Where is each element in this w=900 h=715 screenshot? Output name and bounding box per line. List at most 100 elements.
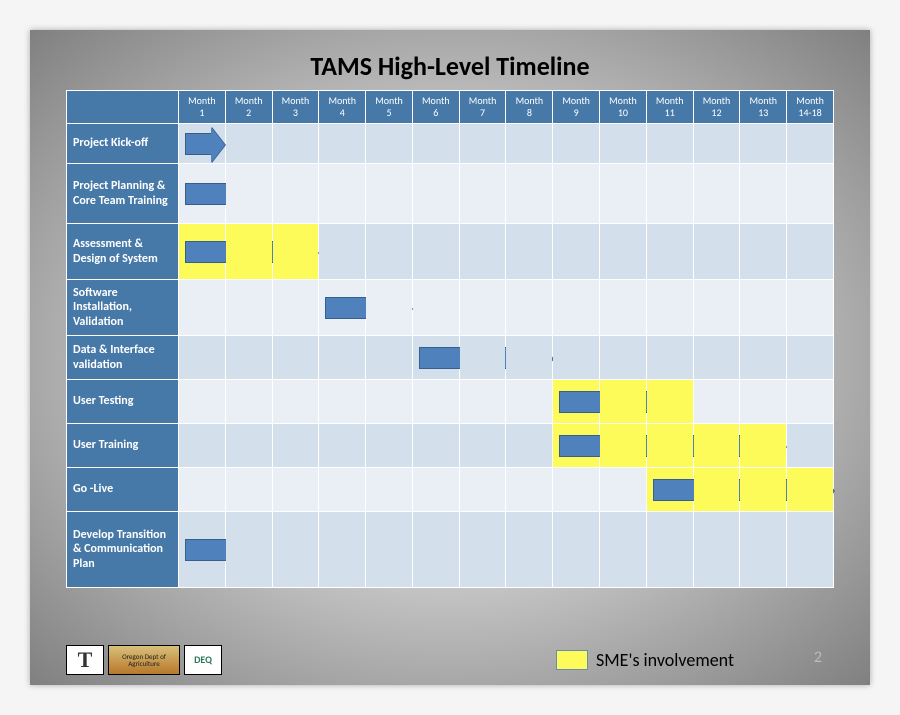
slide: TAMS High-Level Timeline Month1Month2Mon… [30,30,870,685]
timeline-cell [412,224,459,280]
timeline-cell [272,468,319,512]
timeline-cell [319,380,366,424]
slide-title: TAMS High-Level Timeline [66,50,834,82]
timeline-cell [787,468,834,512]
timeline-cell [787,424,834,468]
timeline-cell [787,380,834,424]
timeline-cell [600,280,647,336]
timeline-cell [412,336,459,380]
row-label: User Testing [67,380,179,424]
timeline-cell [319,280,366,336]
timeline-row: Software Installation, Validation [67,280,834,336]
timeline-cell [272,336,319,380]
month-header: Month3 [272,91,319,124]
row-label: Develop Transition & Communication Plan [67,512,179,588]
timeline-cell [506,280,553,336]
timeline-cell [506,336,553,380]
timeline-cell [179,468,226,512]
timeline-cell [225,124,272,164]
timeline-cell [412,164,459,224]
timeline-cell [787,164,834,224]
timeline-cell [272,164,319,224]
timeline-cell [600,380,647,424]
timeline-cell [225,224,272,280]
timeline-cell [787,336,834,380]
timeline-cell [412,280,459,336]
timeline-row: User Testing [67,380,834,424]
timeline-cell [553,380,600,424]
timeline-cell [366,468,413,512]
timeline-cell [179,164,226,224]
month-header: Month7 [459,91,506,124]
row-label: Data & Interface validation [67,336,179,380]
timeline-cell [646,124,693,164]
month-header: Month1 [179,91,226,124]
row-label: Go -Live [67,468,179,512]
arrow-icon [185,133,212,155]
timeline-cell [740,512,787,588]
timeline-cell [225,424,272,468]
timeline-cell [740,164,787,224]
row-label: Project Kick-off [67,124,179,164]
timeline-row: User Training [67,424,834,468]
timeline-cell [600,164,647,224]
timeline-cell [553,424,600,468]
timeline-cell [319,512,366,588]
timeline-cell [646,468,693,512]
timeline-cell [553,124,600,164]
month-header: Month9 [553,91,600,124]
timeline-cell [600,468,647,512]
timeline-cell [787,280,834,336]
month-header: Month11 [646,91,693,124]
timeline-cell [600,224,647,280]
timeline-cell [319,164,366,224]
timeline-cell [646,164,693,224]
timeline-cell [506,512,553,588]
timeline-cell [600,512,647,588]
timeline-cell [693,336,740,380]
timeline-cell [272,124,319,164]
timeline-cell [740,280,787,336]
timeline-cell [787,124,834,164]
timeline-cell [319,124,366,164]
timeline-cell [179,280,226,336]
timeline-cell [506,224,553,280]
timeline-cell [459,124,506,164]
timeline-cell [272,380,319,424]
timeline-cell [740,468,787,512]
header-corner [67,91,179,124]
timeline-cell [459,512,506,588]
timeline-cell [225,468,272,512]
timeline-cell [553,336,600,380]
timeline-cell [740,380,787,424]
legend: SME's involvement [556,649,734,671]
timeline-cell [459,468,506,512]
row-label: Software Installation, Validation [67,280,179,336]
timeline-cell [740,224,787,280]
timeline-cell [646,336,693,380]
timeline-cell [693,124,740,164]
timeline-cell [272,224,319,280]
timeline-cell [600,336,647,380]
timeline-cell [179,124,226,164]
timeline-cell [740,336,787,380]
timeline-cell [553,512,600,588]
timeline-cell [553,280,600,336]
timeline-cell [412,380,459,424]
month-header: Month2 [225,91,272,124]
page-number: 2 [814,648,822,667]
timeline-cell [366,164,413,224]
timeline-cell [319,224,366,280]
month-header: Month10 [600,91,647,124]
timeline-cell [646,224,693,280]
timeline-cell [179,380,226,424]
timeline-cell [646,424,693,468]
timeline-cell [179,224,226,280]
legend-swatch [556,650,588,670]
timeline-cell [412,512,459,588]
timeline-cell [366,224,413,280]
timeline-cell [366,280,413,336]
timeline-row: Project Kick-off [67,124,834,164]
timeline-cell [693,468,740,512]
row-label: User Training [67,424,179,468]
